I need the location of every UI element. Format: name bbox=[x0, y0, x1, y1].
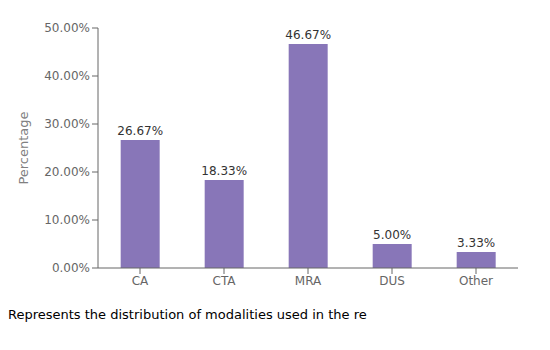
svg-text:DUS: DUS bbox=[379, 274, 405, 288]
svg-text:20.00%: 20.00% bbox=[44, 165, 90, 179]
svg-text:30.00%: 30.00% bbox=[44, 117, 90, 131]
svg-text:46.67%: 46.67% bbox=[285, 28, 331, 42]
svg-text:5.00%: 5.00% bbox=[373, 228, 411, 242]
svg-text:Other: Other bbox=[459, 274, 493, 288]
svg-text:40.00%: 40.00% bbox=[44, 69, 90, 83]
svg-text:18.33%: 18.33% bbox=[201, 164, 247, 178]
svg-text:CTA: CTA bbox=[213, 274, 237, 288]
html-text:Represents the distribution of: Represents the distribution of modalitie… bbox=[8, 307, 367, 322]
svg-text:26.67%: 26.67% bbox=[117, 124, 163, 138]
svg-text:10.00%: 10.00% bbox=[44, 213, 90, 227]
svg-text:0.00%: 0.00% bbox=[52, 261, 90, 275]
svg-text:50.00%: 50.00% bbox=[44, 21, 90, 35]
svg-text:Percentage: Percentage bbox=[16, 111, 31, 184]
svg-text:3.33%: 3.33% bbox=[457, 236, 495, 250]
svg-text:MRA: MRA bbox=[295, 274, 322, 288]
svg-text:CA: CA bbox=[132, 274, 149, 288]
